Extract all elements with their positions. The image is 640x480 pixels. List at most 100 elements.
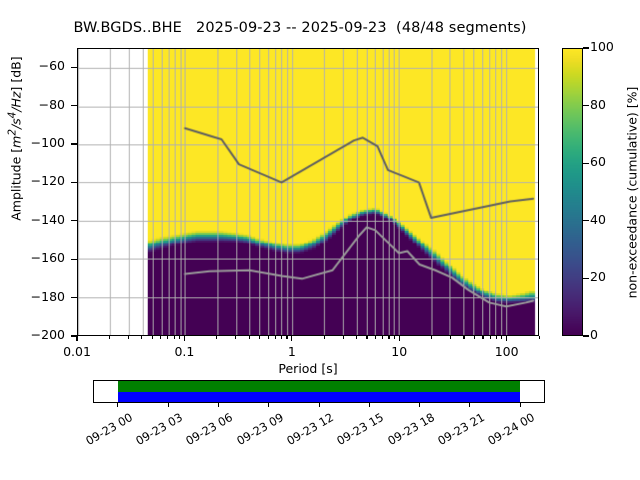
colorbar-tick-label: 60: [590, 154, 606, 170]
x-tick-mark: [398, 336, 400, 341]
x-minor-tick-mark: [286, 336, 288, 339]
colorbar: [562, 48, 583, 336]
timeline-tick-mark: [368, 403, 370, 407]
x-minor-tick-mark: [366, 336, 368, 339]
x-minor-tick-mark: [388, 336, 390, 339]
colorbar-tick-mark: [583, 335, 589, 337]
colorbar-tick-mark: [583, 277, 589, 279]
timeline-tick-mark: [117, 403, 119, 407]
timeline-tick-mark: [469, 403, 471, 407]
x-minor-tick-mark: [473, 336, 476, 339]
colorbar-gradient: [563, 49, 582, 335]
colorbar-tick-label: 40: [590, 211, 606, 227]
x-minor-tick-mark: [374, 336, 377, 339]
x-minor-tick-mark: [482, 336, 484, 339]
x-minor-tick-mark: [258, 336, 261, 339]
timeline-tick-mark: [217, 403, 220, 407]
y-tick-mark: [71, 297, 77, 299]
y-tick-mark: [71, 258, 77, 260]
y-tick-label: −200: [30, 327, 65, 342]
ppsd-plot-area[interactable]: [77, 48, 539, 336]
x-minor-tick-mark: [151, 336, 153, 339]
colorbar-tick-label: 20: [590, 269, 606, 285]
y-tick-label: −60: [38, 58, 65, 74]
y-tick-label: −80: [38, 96, 65, 112]
timeline-tick-mark: [318, 403, 320, 407]
page-title: BW.BGDS..BHE 2025-09-23 -- 2025-09-23 (4…: [73, 20, 527, 36]
y-tick-mark: [71, 66, 77, 68]
x-tick-label: 0.01: [63, 344, 91, 359]
timeline-tick-label: 09-23 00: [83, 410, 135, 448]
x-minor-tick-mark: [431, 336, 433, 339]
x-minor-tick-mark: [280, 336, 283, 339]
x-tick-mark: [291, 336, 293, 341]
x-minor-tick-mark: [167, 336, 169, 339]
y-tick-label: −160: [30, 250, 65, 266]
x-minor-tick-mark: [141, 336, 143, 339]
timeline-tick-mark: [268, 403, 270, 407]
x-minor-tick-mark: [179, 336, 181, 339]
colorbar-tick-mark: [583, 47, 589, 49]
x-minor-tick-mark: [267, 336, 269, 339]
timeline-tick-mark: [167, 403, 169, 407]
timeline-tick-label: 09-24 00: [485, 410, 538, 448]
x-minor-tick-mark: [449, 336, 452, 339]
colorbar-tick-label: 80: [590, 96, 606, 112]
x-minor-tick-mark: [274, 336, 276, 339]
timeline-tick-label: 09-23 06: [183, 410, 236, 448]
y-tick-mark: [71, 143, 77, 145]
x-tick-mark: [76, 336, 78, 341]
timeline-tick-label: 09-23 18: [384, 410, 437, 448]
colorbar-label: non-exceedance (cumulative) [%]: [624, 86, 640, 299]
x-minor-tick-mark: [235, 336, 237, 339]
y-tick-mark: [71, 105, 77, 107]
x-minor-tick-mark: [248, 336, 250, 339]
x-minor-tick-mark: [538, 336, 540, 339]
y-tick-mark: [71, 335, 77, 337]
x-tick-mark: [506, 336, 508, 341]
timeline-tick-label: 09-23 12: [284, 410, 336, 448]
x-minor-tick-mark: [463, 336, 465, 339]
timeline-tick-mark: [419, 403, 421, 407]
ppsd-histogram-canvas: [78, 49, 538, 335]
y-tick-label: −180: [30, 288, 65, 304]
timeline-tick-label: 09-23 09: [233, 410, 286, 448]
x-minor-tick-mark: [489, 336, 491, 339]
y-tick-label: −140: [30, 211, 65, 227]
timeline-tick-label: 09-23 15: [334, 410, 387, 448]
timeline-tick-label: 09-23 21: [435, 410, 487, 448]
colorbar-tick-label: 0: [590, 327, 598, 342]
colorbar-tick-label: 100: [590, 39, 614, 54]
x-axis-label: Period [s]: [278, 361, 338, 376]
x-minor-tick-mark: [393, 336, 396, 339]
x-minor-tick-mark: [173, 336, 175, 339]
timeline-tick-mark: [519, 403, 521, 407]
x-minor-tick-mark: [323, 336, 325, 339]
colorbar-tick-mark: [583, 220, 589, 222]
timeline-tick-label: 09-23 03: [133, 410, 186, 448]
x-minor-tick-mark: [127, 336, 129, 339]
x-minor-tick-mark: [356, 336, 358, 339]
x-minor-tick-mark: [495, 336, 497, 339]
x-tick-label: 100: [494, 344, 519, 359]
x-minor-tick-mark: [382, 336, 384, 339]
x-minor-tick-mark: [501, 336, 503, 339]
x-minor-tick-mark: [160, 336, 162, 339]
y-tick-mark: [71, 220, 77, 222]
colorbar-tick-mark: [583, 162, 589, 164]
x-minor-tick-mark: [108, 336, 111, 339]
data-coverage-bar[interactable]: [117, 381, 521, 392]
x-minor-tick-mark: [342, 336, 344, 339]
x-minor-tick-mark: [216, 336, 218, 339]
x-tick-label: 0.1: [174, 344, 195, 359]
x-tick-mark: [183, 336, 185, 341]
y-tick-label: −120: [30, 173, 65, 189]
psd-segments-bar[interactable]: [117, 391, 521, 402]
x-tick-label: 10: [391, 344, 408, 359]
y-tick-label: −100: [30, 135, 65, 150]
x-tick-label: 1: [287, 344, 296, 359]
y-tick-mark: [71, 181, 77, 183]
colorbar-tick-mark: [583, 105, 589, 107]
timeline-coverage-axes[interactable]: [93, 380, 545, 403]
